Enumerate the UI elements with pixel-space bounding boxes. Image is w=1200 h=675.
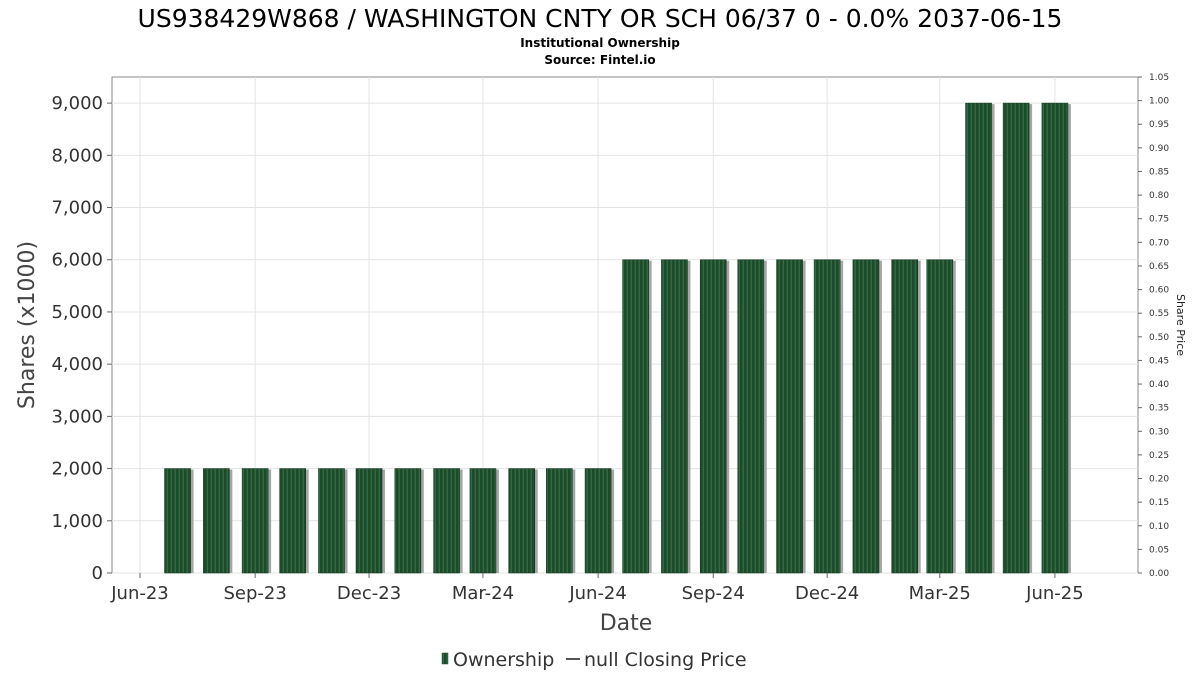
ownership-bar xyxy=(813,259,841,574)
y-tick-label: 7,000 xyxy=(51,198,103,219)
ownership-bar xyxy=(1041,102,1069,574)
y-tick-label: 5,000 xyxy=(51,302,103,323)
y-right-tick-label: 0.60 xyxy=(1149,286,1169,296)
ownership-bar xyxy=(622,259,649,574)
ownership-bar xyxy=(965,102,992,574)
y-tick-label: 9,000 xyxy=(51,93,103,114)
y-tick-label: 3,000 xyxy=(51,406,103,427)
ownership-bar xyxy=(318,468,345,574)
y-tick-label: 4,000 xyxy=(51,354,103,375)
y-right-tick-label: 0.65 xyxy=(1149,262,1169,272)
x-axis-label: Date xyxy=(600,611,653,636)
legend-ownership-swatch xyxy=(441,652,449,665)
y-right-tick-label: 1.05 xyxy=(1149,73,1169,83)
legend-ownership-label: Ownership xyxy=(453,649,554,671)
ownership-bar xyxy=(164,468,191,574)
y-tick-label: 1,000 xyxy=(51,511,103,532)
bars xyxy=(164,102,1071,574)
y-right-tick-label: 0.85 xyxy=(1149,167,1169,177)
x-axis-ticks: Jun-23 Sep-23 Dec-23 Mar-24 Jun-24 Sep-24 Dec-… xyxy=(110,573,1084,604)
ownership-bar xyxy=(699,259,727,574)
y-tick-label: 6,000 xyxy=(51,250,103,271)
y-right-tick-label: 0.30 xyxy=(1149,427,1169,437)
ownership-bar xyxy=(852,259,880,574)
y-right-tick-label: 0.50 xyxy=(1149,333,1169,343)
x-tick-label: Dec-24 xyxy=(795,583,859,604)
ownership-bar xyxy=(508,468,536,574)
ownership-bar xyxy=(355,468,383,574)
ownership-bar xyxy=(661,259,688,574)
ownership-bar xyxy=(926,259,954,574)
y-right-tick-label: 0.15 xyxy=(1149,498,1169,508)
right-axis-ticks: 0.00 0.05 0.10 0.15 0.20 0.25 0.30 0.35 0.40 0.45… xyxy=(1138,73,1169,579)
ownership-bar xyxy=(203,468,230,574)
y-right-tick-label: 0.00 xyxy=(1149,569,1169,579)
ownership-bar xyxy=(891,259,919,574)
x-tick-label: Jun-25 xyxy=(1025,583,1084,604)
y-right-tick-label: 0.10 xyxy=(1149,522,1169,532)
ownership-bar xyxy=(279,468,306,574)
y-right-tick-label: 0.40 xyxy=(1149,380,1169,390)
y-right-tick-label: 0.20 xyxy=(1149,475,1169,485)
x-tick-label: Sep-23 xyxy=(223,583,286,604)
ownership-bar xyxy=(241,468,269,574)
y-right-tick-label: 0.05 xyxy=(1149,545,1169,555)
left-axis-ticks: 0 1,000 2,000 3,000 4,000 5,000 6,000 7,000 8,00… xyxy=(51,93,112,584)
ownership-bar xyxy=(1002,102,1030,574)
ownership-bar xyxy=(584,468,612,574)
y-right-tick-label: 0.55 xyxy=(1149,309,1169,319)
ownership-bar xyxy=(394,468,422,574)
x-tick-label: Dec-23 xyxy=(337,583,401,604)
y-axis-label: Shares (x1000) xyxy=(15,241,40,409)
x-tick-label: Jun-23 xyxy=(110,583,169,604)
ownership-bar xyxy=(776,259,803,574)
y-right-tick-label: 0.25 xyxy=(1149,451,1169,461)
y-right-tick-label: 0.75 xyxy=(1149,215,1169,225)
chart-subtitle: Institutional Ownership xyxy=(520,36,680,50)
x-tick-label: Mar-25 xyxy=(909,583,971,604)
y-right-tick-label: 0.95 xyxy=(1149,120,1169,130)
x-tick-label: Mar-24 xyxy=(452,583,514,604)
y-right-tick-label: 0.90 xyxy=(1149,144,1169,154)
y-tick-label: 2,000 xyxy=(51,459,103,480)
ownership-bar xyxy=(545,468,573,574)
x-tick-label: Sep-24 xyxy=(682,583,745,604)
y-tick-label: 0 xyxy=(92,563,103,584)
ownership-bar xyxy=(433,468,460,574)
legend-closing-price-label: null Closing Price xyxy=(584,649,747,671)
chart-source: Source: Fintel.io xyxy=(544,53,655,67)
x-tick-label: Jun-24 xyxy=(568,583,627,604)
legend: Ownership null Closing Price xyxy=(441,649,747,671)
chart-title: US938429W868 / WASHINGTON CNTY OR SCH 06… xyxy=(138,4,1063,33)
y-right-tick-label: 0.70 xyxy=(1149,238,1169,248)
ownership-bar xyxy=(469,468,497,574)
y-axis-right-label: Share Price xyxy=(1174,294,1187,356)
y-tick-label: 8,000 xyxy=(51,145,103,166)
y-right-tick-label: 0.80 xyxy=(1149,191,1169,201)
y-right-tick-label: 0.35 xyxy=(1149,404,1169,414)
ownership-bar xyxy=(737,259,765,574)
y-right-tick-label: 0.45 xyxy=(1149,356,1169,366)
y-right-tick-label: 1.00 xyxy=(1149,97,1169,107)
